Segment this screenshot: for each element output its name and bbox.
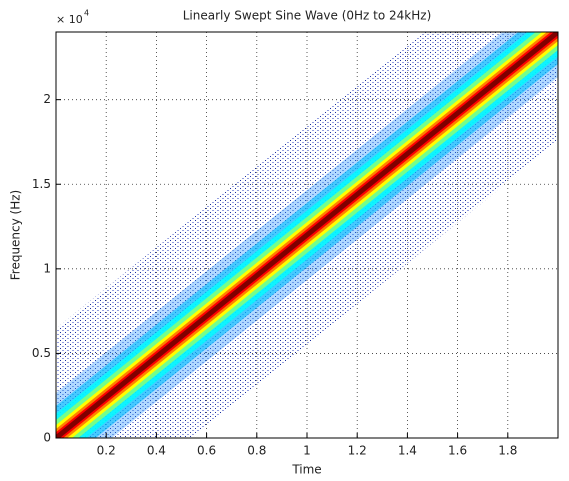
- y-multiplier: × 10: [56, 13, 83, 26]
- x-tick-label: 1.8: [498, 444, 517, 458]
- x-tick-label: 0.6: [197, 444, 216, 458]
- y-tick-label: 1.5: [32, 177, 51, 191]
- x-tick-label: 0.8: [247, 444, 266, 458]
- y-tick-label: 0: [43, 431, 51, 445]
- y-tick-label: 1: [43, 261, 51, 275]
- y-axis-label: Frequency (Hz): [9, 190, 23, 281]
- y-tick-label: 0.5: [32, 346, 51, 360]
- x-tick-label: 0.4: [147, 444, 166, 458]
- x-tick-label: 1.6: [448, 444, 467, 458]
- y-tick-label: 2: [43, 92, 51, 106]
- sweep-band: [56, 32, 558, 438]
- y-multiplier-exponent: 4: [84, 9, 89, 18]
- chart-title: Linearly Swept Sine Wave (0Hz to 24kHz): [183, 9, 432, 23]
- x-tick-label: 1.4: [398, 444, 417, 458]
- x-tick-label: 1: [303, 444, 311, 458]
- x-tick-label: 0.2: [97, 444, 116, 458]
- x-tick-label: 1.2: [348, 444, 367, 458]
- x-axis-label: Time: [291, 463, 321, 477]
- plot-area: [56, 32, 558, 438]
